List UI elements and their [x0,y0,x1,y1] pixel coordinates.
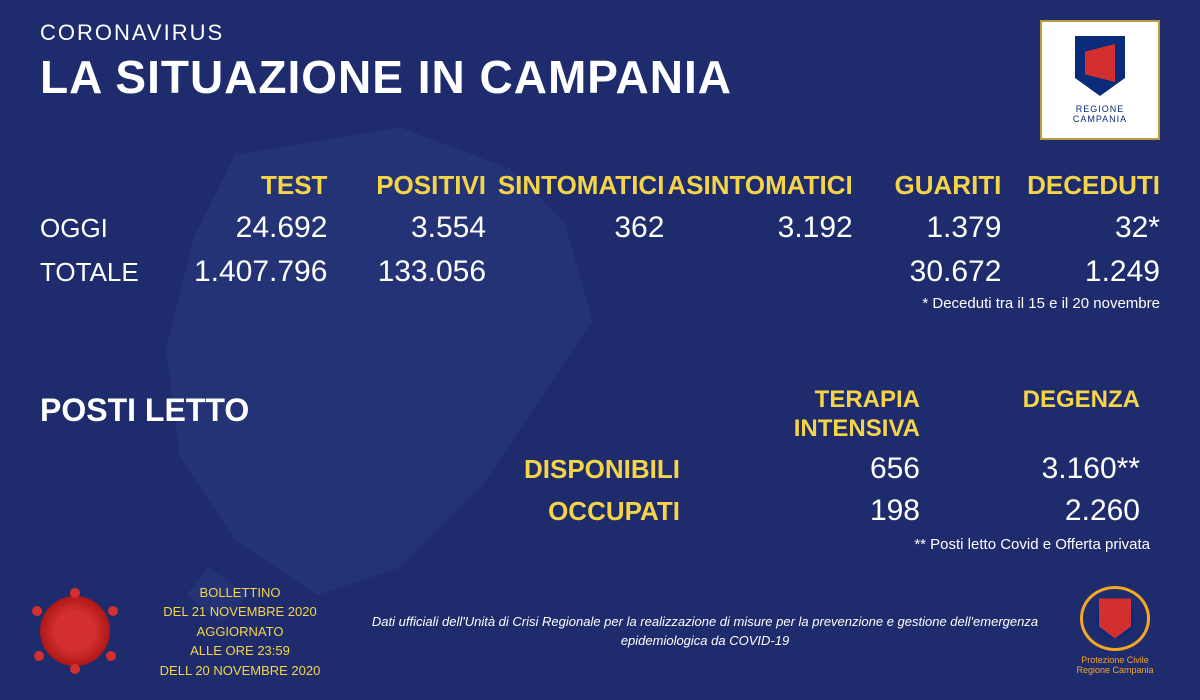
value-oggi-deceduti: 32* [1001,211,1160,245]
value-totale-deceduti: 1.249 [1001,255,1160,289]
value-totale-positivi: 133.056 [327,255,486,289]
value-totale-test: 1.407.796 [159,255,328,289]
page-subtitle: CORONAVIRUS [40,20,1040,46]
beds-section-label: POSTI LETTO [40,362,360,553]
value-oggi-asintomatici: 3.192 [664,211,852,245]
col-header-test: TEST [159,170,328,201]
beds-section: POSTI LETTO TERAPIA INTENSIVA DEGENZA DI… [40,362,1160,553]
col-header-asintomatici: ASINTOMATICI [664,170,852,201]
col-header-deceduti: DECEDUTI [1001,170,1160,201]
value-totale-guariti: 30.672 [853,255,1002,289]
col-header-sintomatici: SINTOMATICI [486,170,664,201]
row-label-totale: TOTALE [40,257,159,288]
beds-row-disponibili: DISPONIBILI [360,454,700,485]
data-source-text: Dati ufficiali dell'Unità di Crisi Regio… [370,612,1040,651]
beds-col1-header1: TERAPIA [700,386,920,415]
footnote-degenza: ** Posti letto Covid e Offerta privata [360,536,1160,553]
value-terapia-occupati: 198 [700,494,920,528]
value-terapia-disponibili: 656 [700,452,920,486]
bulletin-info: BOLLETTINO DEL 21 NOVEMBRE 2020 AGGIORNA… [140,583,340,681]
coronavirus-icon [40,596,110,666]
beds-col1-header2: INTENSIVA [700,415,920,444]
value-oggi-guariti: 1.379 [853,211,1002,245]
region-logo-label: REGIONE CAMPANIA [1050,104,1150,124]
value-oggi-test: 24.692 [159,211,328,245]
region-logo: REGIONE CAMPANIA [1040,20,1160,140]
footnote-deceduti: * Deceduti tra il 15 e il 20 novembre [40,295,1160,312]
beds-row-occupati: OCCUPATI [360,496,700,527]
value-degenza-disponibili: 3.160** [920,452,1140,486]
col-header-guariti: GUARITI [853,170,1002,201]
value-oggi-positivi: 3.554 [327,211,486,245]
beds-col2-header: DEGENZA [920,386,1140,415]
value-degenza-occupati: 2.260 [920,494,1140,528]
protezione-civile-logo: Protezione Civile Regione Campania [1070,586,1160,676]
value-oggi-sintomatici: 362 [486,211,664,245]
main-stats-table: TEST POSITIVI SINTOMATICI ASINTOMATICI G… [40,170,1160,312]
col-header-positivi: POSITIVI [327,170,486,201]
page-title: LA SITUAZIONE IN CAMPANIA [40,50,1040,104]
shield-icon [1075,36,1125,96]
row-label-oggi: OGGI [40,213,159,244]
